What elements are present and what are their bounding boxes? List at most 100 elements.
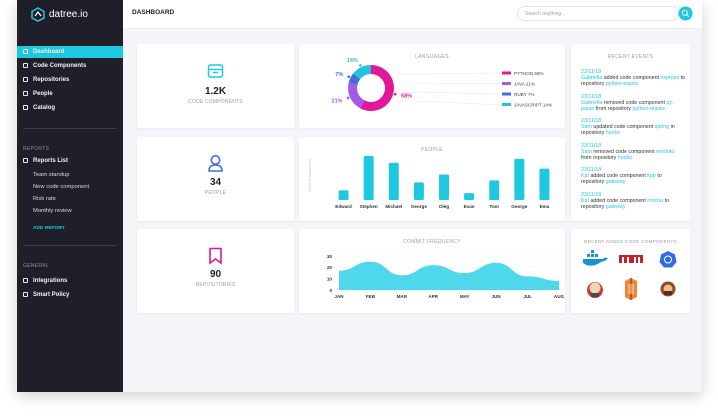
event-preposition: to repository: [581, 173, 662, 186]
menu-item[interactable]: People: [17, 88, 123, 100]
event: 23/11/18 Gabriella removed code component…: [581, 94, 685, 113]
report-link[interactable]: Monthly review: [33, 208, 72, 214]
legend-label: JAVASCRIPT 14%: [514, 102, 552, 107]
x-tick-label: Evan: [464, 204, 475, 209]
event: 23/11/18 Sam updated code component sprin…: [581, 118, 685, 137]
component-icons: [583, 250, 677, 300]
event-action: removed code component: [603, 99, 665, 106]
search-input[interactable]: Search anything...: [517, 6, 679, 21]
stat-card: 90 REPOSITORIES: [137, 229, 294, 313]
area-chart: 0 10 20 30 JAN FEB MAR APR MAY JUN JUL AUG: [327, 254, 565, 299]
report-link[interactable]: Risk rate: [33, 196, 56, 202]
menu-item[interactable]: Repositories: [17, 74, 123, 86]
menu-label: Repositories: [33, 77, 70, 83]
section-heading: REPORTS: [23, 146, 50, 152]
jenkins-icon: [587, 282, 603, 298]
menu-item[interactable]: Code Components: [17, 60, 123, 72]
menu-item[interactable]: Integrations: [17, 275, 123, 287]
event-action: added code component: [590, 197, 646, 204]
docker-icon: [583, 250, 608, 266]
donut-segment: [348, 73, 361, 85]
event-component: express: [660, 75, 680, 82]
kubernetes-icon: [659, 251, 677, 268]
label-dot: [359, 64, 362, 67]
components-card: RECENT ADDED CODE COMPONENTS: [571, 229, 690, 313]
event-preposition: to repository: [581, 197, 670, 210]
label-dot: [347, 75, 351, 78]
event: 23/11/18 Gabriella added code component e…: [581, 69, 685, 88]
event-date: 23/11/18: [581, 142, 602, 149]
y-tick-label: 30: [327, 254, 333, 259]
report-link[interactable]: Team standup: [33, 172, 70, 178]
x-tick-label: JAN: [334, 294, 344, 299]
x-tick-label: JUN: [492, 294, 502, 299]
stat-value: 34: [209, 177, 222, 188]
x-tick-label: FEB: [366, 294, 376, 299]
legend-connector: [397, 72, 500, 75]
x-tick-label: Michael: [385, 204, 402, 209]
donut-label: 7%: [335, 72, 343, 78]
legend-label: PYTHON 58%: [514, 71, 544, 76]
search-button[interactable]: [678, 6, 693, 21]
event-repository: hooks: [617, 154, 632, 161]
bar: [514, 158, 525, 200]
donut-segment: [348, 82, 365, 109]
event-repository: hooks: [605, 130, 620, 137]
add-report[interactable]: ADD REPORT: [33, 226, 65, 231]
x-tick-label: Stephen: [360, 204, 378, 209]
stat-label: PEOPLE: [204, 190, 227, 196]
x-tick-label: Tom: [490, 204, 499, 209]
page-title: DASHBOARD: [132, 9, 175, 16]
languages-card: LANGUAGES 58% PYTHON 58% 21% JAVA 21% 7% RUBY…: [299, 44, 565, 128]
x-tick-label: Ema: [540, 204, 550, 209]
donut-segment: [353, 65, 371, 80]
x-tick-label: George: [411, 204, 428, 209]
y-tick-label: 0: [329, 288, 332, 293]
event-date: 23/11/18: [581, 191, 602, 198]
donut-segment: [359, 65, 394, 111]
card-title: PEOPLE: [421, 147, 443, 153]
y-axis-label: Code Components: [307, 159, 312, 192]
sidebar: datree.io Dashboard Code Components Repo…: [17, 0, 123, 392]
report-link[interactable]: New code component: [33, 184, 90, 190]
donut-label: 14%: [347, 58, 358, 64]
bar: [363, 155, 374, 200]
x-tick-label: JUL: [523, 294, 532, 299]
bar: [489, 180, 500, 200]
card-title: COMMIT FREQUENCY: [403, 239, 461, 245]
legend-swatch: [502, 103, 511, 106]
x-tick-label: Edward: [335, 204, 352, 209]
x-tick-label: George: [511, 204, 528, 209]
stat-label: REPOSITORIES: [195, 282, 236, 288]
menu-item[interactable]: Dashboard: [17, 46, 123, 58]
y-tick-label: 10: [327, 276, 333, 281]
event-repository: python-elastic: [632, 105, 666, 112]
menu-item[interactable]: Catalog: [17, 102, 123, 114]
legend-swatch: [502, 92, 511, 96]
event-action: removed code component: [593, 148, 655, 155]
card-title: RECENT EVENTS: [607, 54, 654, 60]
menu-label: Integrations: [33, 278, 68, 284]
logo: [31, 7, 45, 22]
x-tick-label: AUG: [554, 294, 565, 299]
stat-card: 1.2K CODE COMPONENTS: [137, 44, 294, 128]
menu-item[interactable]: Smart Policy: [17, 289, 123, 301]
bar: [439, 174, 449, 200]
bar: [338, 190, 349, 200]
event-preposition: to repository: [581, 75, 685, 88]
donut-label: 21%: [332, 98, 343, 104]
menu-label: Smart Policy: [33, 292, 70, 298]
aws-icon: [625, 278, 637, 300]
legend-connector: [397, 100, 500, 105]
event-action: added code component: [590, 173, 646, 180]
stat-card: 34 PEOPLE: [137, 137, 294, 221]
menu-item[interactable]: Reports List: [17, 155, 123, 167]
npm-icon: [619, 255, 643, 263]
divider: [23, 128, 117, 129]
bar: [539, 168, 550, 200]
event-actor: Kat: [581, 197, 589, 204]
menu-label: People: [33, 91, 53, 97]
event-component: spring: [654, 124, 670, 131]
bar: [388, 162, 399, 200]
event-component: py-parse: [581, 99, 674, 112]
